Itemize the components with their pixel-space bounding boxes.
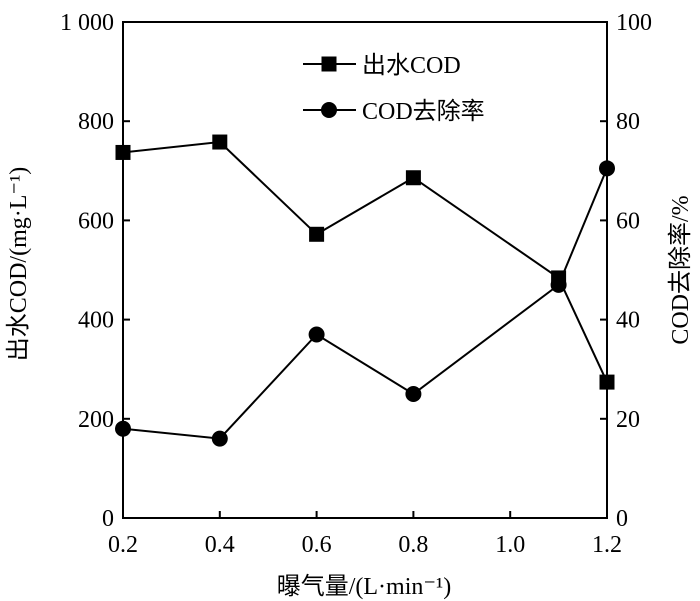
x-axis-title: 曝气量/(L·min⁻¹) xyxy=(277,573,452,600)
left-axis-ticks: 0 200 400 600 800 1 000 xyxy=(60,10,130,532)
axes xyxy=(122,21,608,519)
right-tick-label: 20 xyxy=(616,407,640,433)
x-tick-label: 0.8 xyxy=(398,532,428,558)
data-point-circle xyxy=(405,386,422,402)
left-tick-label: 200 xyxy=(78,407,114,433)
right-tick-label: 40 xyxy=(616,308,640,334)
data-point-square xyxy=(405,170,421,186)
x-tick-label: 0.4 xyxy=(205,532,235,558)
data-point-circle xyxy=(550,276,567,293)
right-tick-label: 0 xyxy=(616,506,628,532)
left-tick-label: 800 xyxy=(78,109,114,135)
x-axis-ticks: 0.2 0.4 0.6 0.8 1.0 1.2 xyxy=(108,511,622,558)
right-axis-ticks: 0 20 40 60 80 100 xyxy=(600,10,652,532)
data-point-circle xyxy=(599,160,615,177)
data-point-square xyxy=(309,226,325,242)
right-tick-label: 60 xyxy=(616,208,640,234)
legend-label-cod: 出水COD xyxy=(362,52,461,79)
data-point-square xyxy=(599,374,615,390)
data-point-square xyxy=(115,144,131,160)
x-tick-label: 1.0 xyxy=(495,532,525,558)
data-point-square xyxy=(212,134,228,150)
plot-frame xyxy=(122,21,608,519)
series-line-0 xyxy=(122,140,608,383)
legend-label-removal: COD去除率 xyxy=(362,98,485,125)
series-layer xyxy=(115,134,615,447)
legend: 出水COD COD去除率 xyxy=(303,52,485,125)
x-tick-label: 0.6 xyxy=(302,532,332,558)
right-tick-label: 100 xyxy=(616,10,652,36)
right-axis-title: COD去除率/% xyxy=(667,195,694,344)
left-tick-label: 1 000 xyxy=(60,10,114,36)
legend-marker-circle xyxy=(321,102,337,118)
data-point-circle xyxy=(308,326,325,343)
left-tick-label: 600 xyxy=(78,208,114,234)
left-tick-label: 400 xyxy=(78,308,114,334)
left-tick-label: 0 xyxy=(102,506,114,532)
legend-marker-square xyxy=(321,56,337,72)
x-tick-label: 0.2 xyxy=(108,532,138,558)
x-tick-label: 1.2 xyxy=(592,532,622,558)
right-tick-label: 80 xyxy=(616,109,640,135)
left-axis-title: 出水COD/(mg·L⁻¹) xyxy=(5,167,32,362)
data-point-circle xyxy=(211,430,228,447)
series-line-1 xyxy=(122,167,608,440)
data-point-circle xyxy=(115,420,131,437)
